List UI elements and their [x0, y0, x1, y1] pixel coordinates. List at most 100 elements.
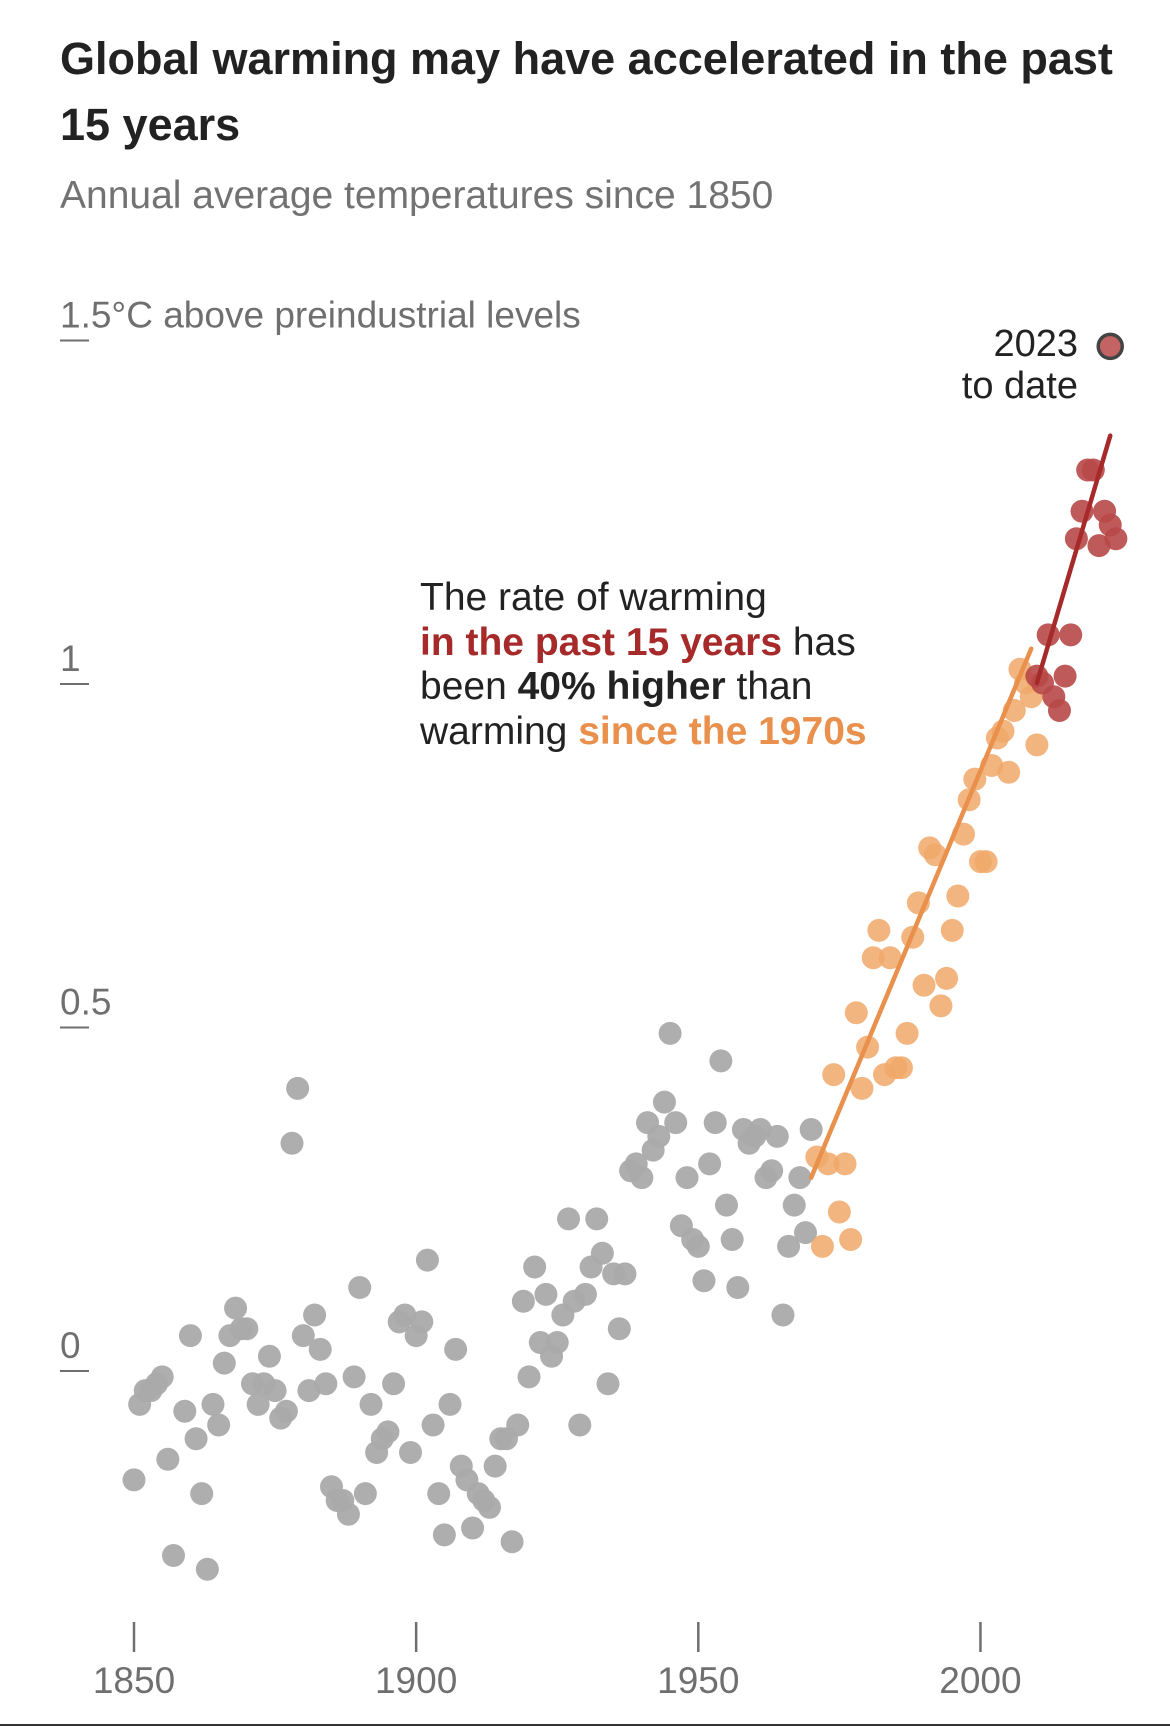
data-point-gray: [376, 1420, 400, 1444]
x-tick-label: 1900: [375, 1660, 457, 1701]
highlight-2023: [1096, 332, 1124, 361]
data-point-gray: [478, 1495, 502, 1519]
data-point-gray: [399, 1440, 423, 1464]
data-point-gray: [511, 1289, 535, 1313]
data-point-gray: [658, 1021, 682, 1045]
data-point-gray: [173, 1399, 197, 1423]
data-point-gray: [201, 1392, 225, 1416]
callout-line-3: been 40% higher than: [420, 665, 980, 710]
callout-line-1: The rate of warming: [420, 576, 767, 619]
callout-line-2-rest: has: [782, 620, 856, 664]
callout-line-3-b: than: [725, 665, 813, 708]
data-point-gray: [280, 1131, 304, 1155]
data-point-gray: [195, 1557, 219, 1581]
data-point-gray: [427, 1482, 451, 1506]
data-point-gray: [461, 1516, 485, 1540]
data-point-gray: [573, 1282, 597, 1306]
data-point-gray: [506, 1413, 530, 1437]
data-point-gray: [777, 1234, 801, 1258]
data-point-gray: [782, 1193, 806, 1217]
data-point-gray: [257, 1344, 281, 1368]
label-2023: 2023: [993, 323, 1078, 365]
data-point-orange: [827, 1200, 851, 1224]
chart-title: Global warming may have accelerated in t…: [60, 33, 1113, 150]
data-point-orange: [935, 966, 959, 990]
data-point-gray: [698, 1152, 722, 1176]
data-points: [122, 458, 1128, 1581]
data-point-gray: [410, 1310, 434, 1334]
data-point-gray: [703, 1111, 727, 1135]
data-point-gray: [415, 1248, 439, 1272]
data-point-gray: [382, 1372, 406, 1396]
data-point-gray: [483, 1454, 507, 1478]
data-point-gray: [692, 1269, 716, 1293]
data-point-gray: [534, 1282, 558, 1306]
data-point-gray: [314, 1372, 338, 1396]
data-point-gray: [715, 1193, 739, 1217]
data-point-gray: [291, 1324, 315, 1348]
data-point-gray: [212, 1351, 236, 1375]
data-point-gray: [675, 1166, 699, 1190]
data-point-orange: [997, 760, 1021, 784]
data-point-orange: [1025, 733, 1049, 757]
data-point-gray: [557, 1207, 581, 1231]
data-point-gray: [720, 1227, 744, 1251]
data-point-gray: [596, 1372, 620, 1396]
callout-line-2: in the past 15 years has: [420, 621, 980, 666]
data-point-gray: [359, 1392, 383, 1416]
rate-callout: The rate of warming in the past 15 years…: [420, 576, 980, 754]
data-point-gray: [765, 1124, 789, 1148]
data-point-2023: [1096, 332, 1124, 361]
y-tick-label: 1: [60, 638, 81, 679]
trend-line-15-years: [1034, 433, 1113, 686]
data-point-gray: [432, 1523, 456, 1547]
data-point-orange: [974, 850, 998, 874]
data-point-gray: [517, 1365, 541, 1389]
data-point-gray: [630, 1166, 654, 1190]
data-point-gray: [523, 1255, 547, 1279]
callout-orange-text: since the 1970s: [578, 709, 867, 753]
data-point-gray: [799, 1118, 823, 1142]
data-point-gray: [760, 1159, 784, 1183]
data-point-gray: [348, 1276, 372, 1300]
data-point-orange: [946, 884, 970, 908]
data-point-gray: [788, 1166, 812, 1190]
y-tick-label: 1.5°C above preindustrial levels: [60, 295, 581, 336]
x-tick-label: 2000: [939, 1660, 1021, 1701]
data-point-red: [1047, 698, 1071, 722]
data-point-gray: [178, 1324, 202, 1348]
data-point-gray: [421, 1413, 445, 1437]
callout-line-4: warming since the 1970s: [420, 710, 980, 755]
data-point-gray: [353, 1482, 377, 1506]
data-point-orange: [861, 946, 885, 970]
data-point-orange: [822, 1063, 846, 1087]
data-point-orange: [839, 1227, 863, 1251]
data-point-orange: [867, 918, 891, 942]
data-point-gray: [664, 1111, 688, 1135]
data-point-gray: [709, 1049, 733, 1073]
data-point-gray: [585, 1207, 609, 1231]
data-point-gray: [652, 1090, 676, 1114]
data-point-orange: [833, 1152, 857, 1176]
y-tick-label: 0: [60, 1325, 81, 1366]
callout-red-text: in the past 15 years: [420, 620, 783, 664]
data-point-gray: [545, 1331, 569, 1355]
data-point-gray: [150, 1365, 174, 1389]
data-point-gray: [590, 1241, 614, 1265]
data-point-gray: [647, 1124, 671, 1148]
data-point-red: [1104, 527, 1128, 551]
data-point-orange: [878, 946, 902, 970]
data-point-gray: [444, 1337, 468, 1361]
data-point-orange: [816, 1152, 840, 1176]
data-point-gray: [286, 1076, 310, 1100]
x-tick-label: 1850: [93, 1660, 175, 1701]
data-point-orange: [929, 994, 953, 1018]
y-axis: 1.5°C above preindustrial levels 1 0.5 0: [60, 295, 581, 1372]
data-point-gray: [190, 1482, 214, 1506]
data-point-gray: [274, 1399, 298, 1423]
y-tick-label: 0.5: [60, 982, 111, 1023]
data-point-gray: [794, 1221, 818, 1245]
data-point-gray: [303, 1303, 327, 1327]
trend-line-1970s: [808, 646, 1034, 1180]
data-point-gray: [438, 1392, 462, 1416]
